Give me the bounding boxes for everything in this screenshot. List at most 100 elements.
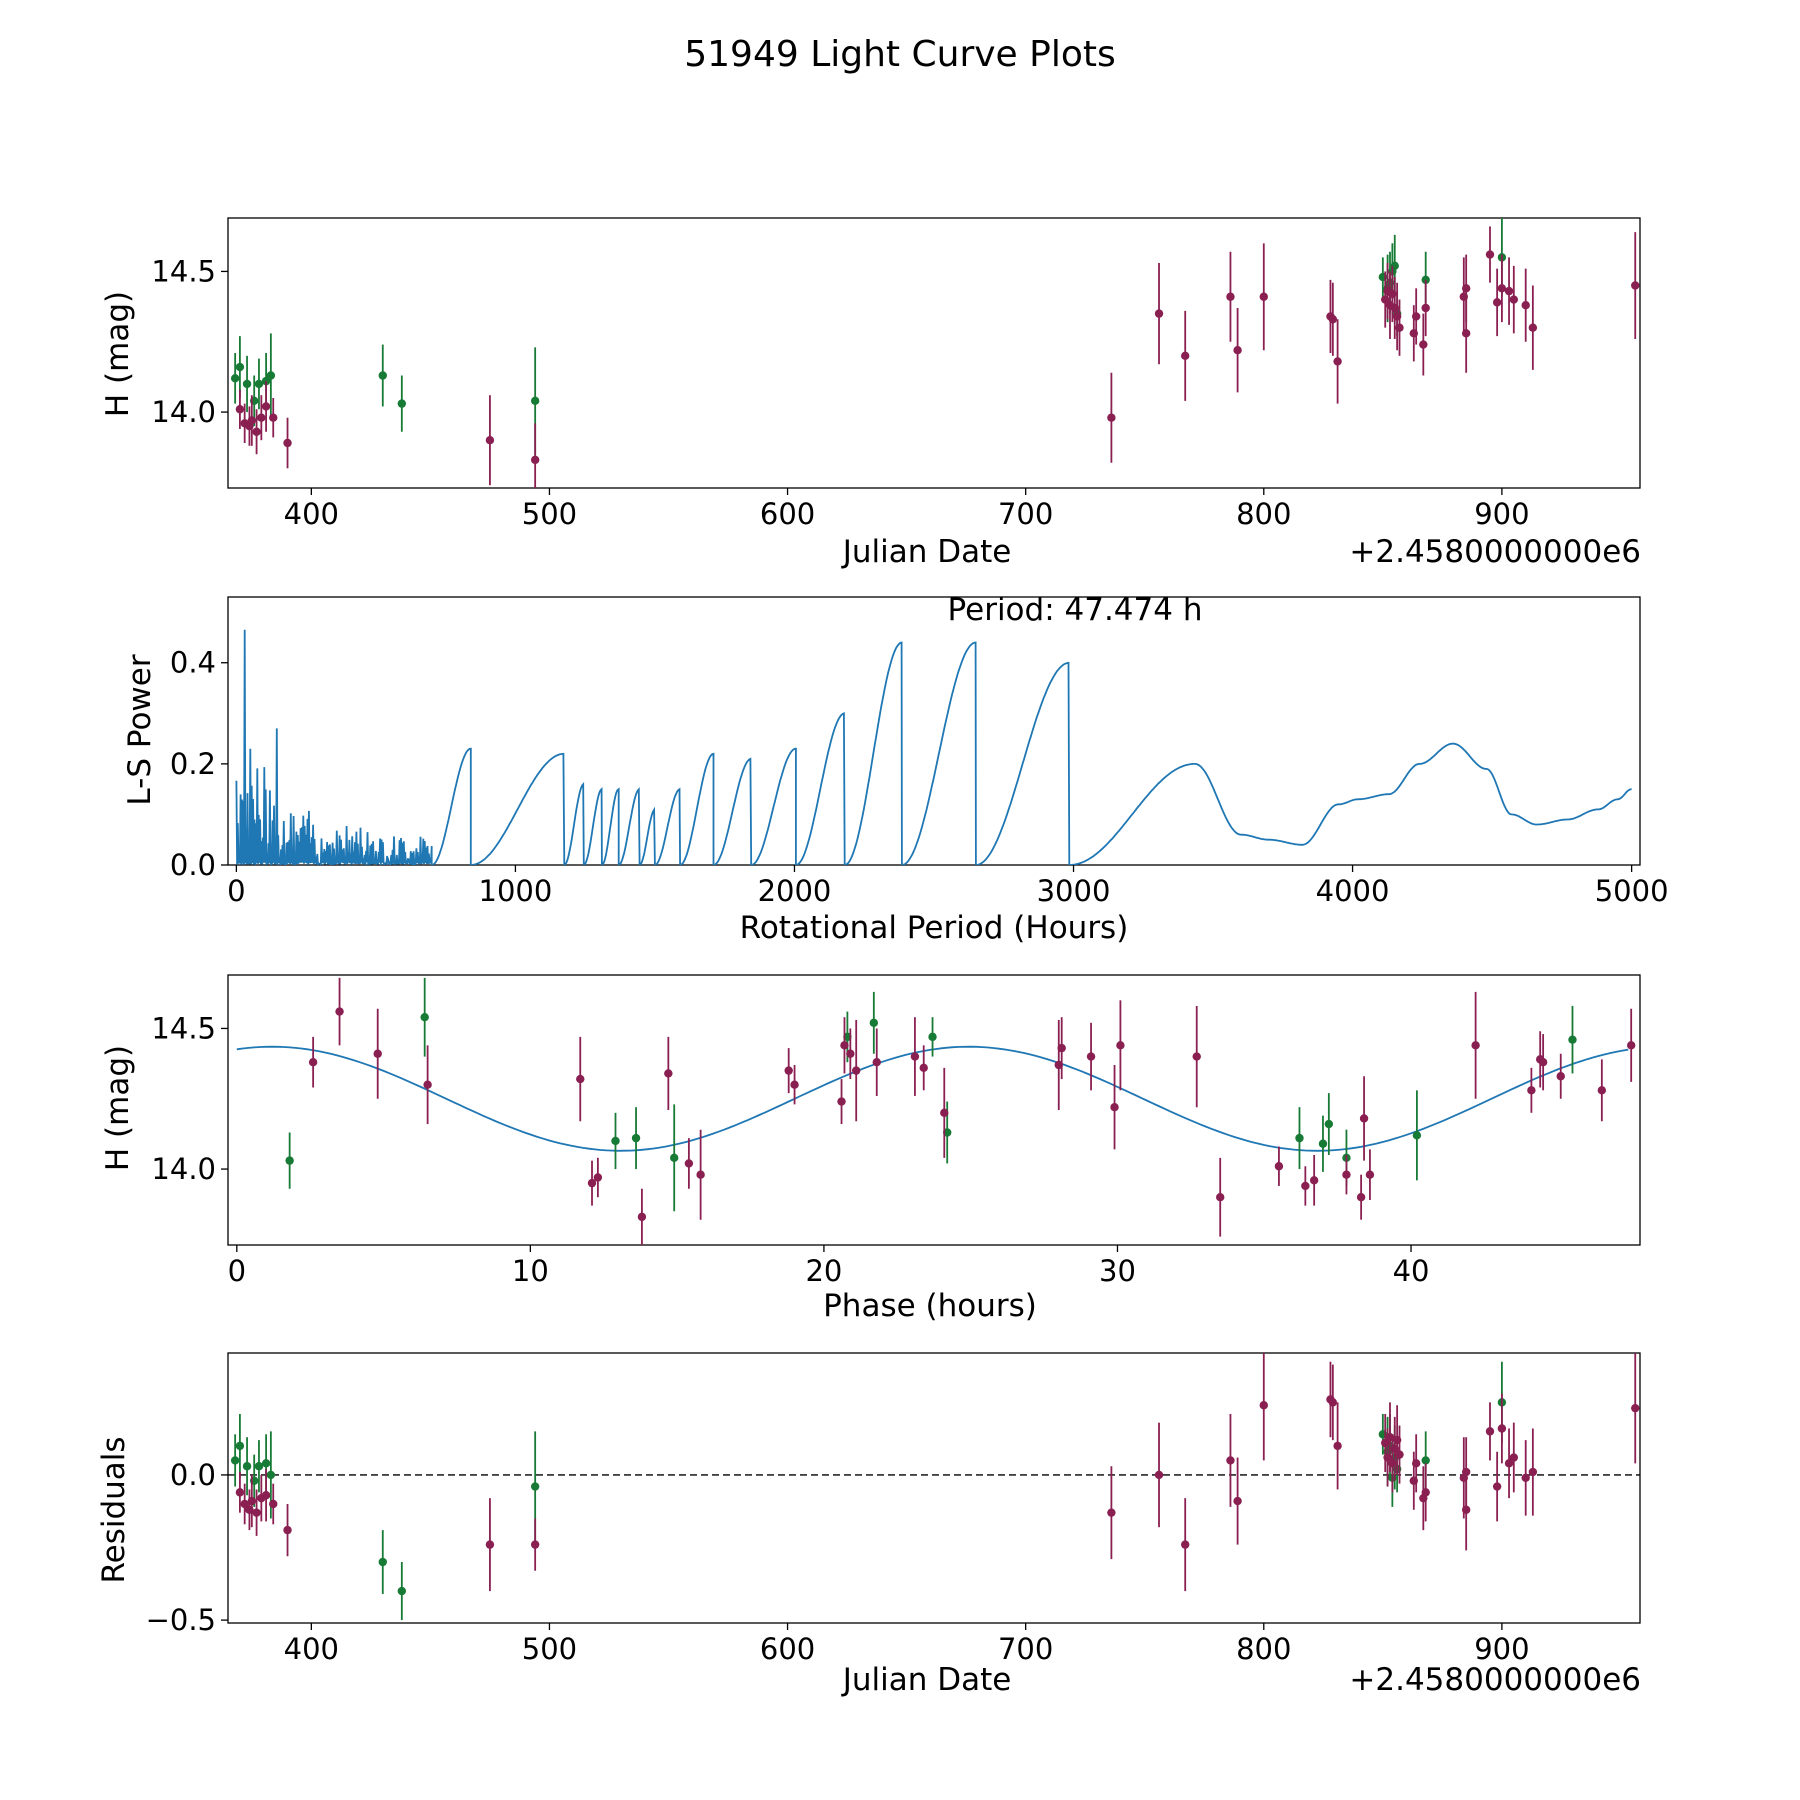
maroon-data-point: [684, 1159, 694, 1168]
x-tick-label: 900: [1474, 497, 1529, 531]
x-tick-label: 3000: [1037, 874, 1111, 908]
maroon-data-point: [423, 1080, 432, 1089]
x-tick-label: 800: [1236, 497, 1291, 531]
maroon-data-point: [1421, 303, 1430, 313]
maroon-data-point: [1528, 323, 1538, 332]
x-tick-label: 5000: [1595, 874, 1669, 908]
maroon-data-point: [1538, 1057, 1548, 1067]
maroon-data-point: [1192, 1052, 1201, 1061]
x-tick-label: 0: [227, 874, 245, 908]
green-data-point: [1295, 1133, 1304, 1143]
green-data-point: [1568, 1035, 1577, 1044]
maroon-data-point: [247, 416, 257, 425]
green-data-point: [397, 399, 407, 408]
maroon-data-point: [1497, 284, 1507, 293]
green-data-point: [928, 1032, 937, 1042]
green-data-point: [869, 1018, 879, 1028]
maroon-data-point: [1485, 250, 1495, 259]
maroon-data-point: [1233, 1496, 1242, 1506]
maroon-data-point: [1631, 1403, 1640, 1413]
ylabel-periodogram: L-S Power: [122, 654, 158, 805]
x-tick-label: 40: [1393, 1254, 1430, 1288]
maroon-data-point: [593, 1173, 603, 1182]
maroon-data-point: [837, 1097, 846, 1106]
maroon-data-point: [252, 1508, 261, 1517]
maroon-data-point: [1597, 1086, 1607, 1095]
green-data-point: [230, 374, 240, 383]
maroon-data-point: [840, 1041, 849, 1050]
green-data-point: [230, 1456, 240, 1465]
y-tick-label: 0.0: [170, 848, 216, 882]
maroon-data-point: [1107, 413, 1116, 422]
maroon-data-point: [1274, 1162, 1284, 1171]
periodogram-line: [235, 629, 1632, 865]
maroon-data-point: [1626, 1041, 1636, 1050]
x-tick-label: 0: [228, 1254, 246, 1288]
maroon-data-point: [1528, 1467, 1538, 1477]
maroon-data-point: [1226, 292, 1235, 301]
maroon-data-point: [910, 1052, 920, 1061]
maroon-data-point: [1181, 1540, 1190, 1549]
maroon-data-point: [1471, 1041, 1480, 1050]
maroon-data-point: [1461, 284, 1471, 293]
maroon-data-point: [1395, 323, 1404, 332]
maroon-data-point: [1492, 1482, 1502, 1491]
x-tick-label: 20: [805, 1254, 842, 1288]
panel-residuals: Residuals Julian Date +2.4580000000e6 40…: [96, 1352, 1641, 1698]
green-data-point: [254, 379, 264, 389]
maroon-data-point: [1509, 1453, 1519, 1462]
maroon-data-point: [373, 1049, 382, 1058]
maroon-data-point: [664, 1069, 673, 1078]
maroon-data-point: [1492, 298, 1502, 307]
x-tick-label: 800: [1236, 1632, 1291, 1666]
green-data-point: [235, 362, 245, 372]
maroon-data-point: [1233, 345, 1242, 355]
maroon-data-point: [1086, 1052, 1096, 1061]
x-tick-label: 2000: [758, 874, 832, 908]
plot-frame: [227, 217, 1641, 489]
maroon-data-point: [283, 1525, 292, 1535]
maroon-data-point: [1419, 340, 1428, 349]
x-tick-label: 700: [998, 497, 1053, 531]
green-data-point: [530, 396, 540, 406]
maroon-data-point: [1333, 357, 1342, 366]
x-tick-label: 600: [760, 497, 815, 531]
maroon-data-point: [1461, 1467, 1471, 1477]
ylabel-light-curve: H (mag): [100, 291, 136, 417]
maroon-data-point: [261, 1491, 271, 1500]
green-data-point: [397, 1586, 407, 1596]
green-data-point: [242, 1462, 252, 1471]
maroon-data-point: [1556, 1072, 1565, 1081]
maroon-data-point: [1226, 1456, 1235, 1465]
green-data-point: [420, 1012, 429, 1022]
maroon-data-point: [1461, 1505, 1471, 1514]
green-data-point: [266, 371, 276, 380]
maroon-data-point: [283, 438, 292, 448]
maroon-data-point: [696, 1170, 705, 1179]
maroon-data-point: [308, 1057, 318, 1067]
y-tick-label: 14.0: [151, 395, 216, 429]
maroon-data-point: [247, 1496, 257, 1506]
maroon-data-point: [257, 413, 266, 422]
maroon-data-point: [1309, 1176, 1319, 1185]
maroon-data-point: [919, 1063, 928, 1073]
maroon-data-point: [784, 1066, 793, 1075]
maroon-data-point: [846, 1049, 855, 1058]
maroon-data-point: [1411, 312, 1421, 321]
maroon-data-point: [530, 1540, 540, 1549]
xlabel-light-curve: Julian Date: [841, 534, 1012, 570]
maroon-data-point: [1116, 1041, 1125, 1050]
y-tick-label: 0.0: [170, 1458, 216, 1492]
maroon-data-point: [1356, 1192, 1366, 1202]
maroon-data-point: [1057, 1043, 1066, 1053]
maroon-data-point: [1509, 295, 1519, 304]
x-tick-label: 400: [284, 1632, 339, 1666]
plot-frame: [227, 1352, 1641, 1624]
x-tick-label: 4000: [1316, 874, 1390, 908]
green-data-point: [378, 1557, 387, 1567]
x-tick-label: 400: [284, 497, 339, 531]
green-data-point: [378, 371, 387, 380]
maroon-data-point: [1301, 1181, 1310, 1191]
maroon-data-point: [485, 435, 495, 445]
maroon-data-point: [1421, 1488, 1430, 1497]
